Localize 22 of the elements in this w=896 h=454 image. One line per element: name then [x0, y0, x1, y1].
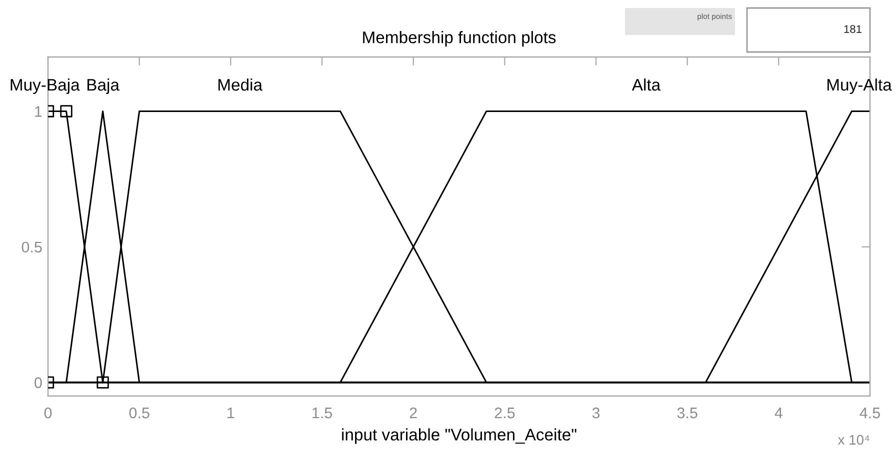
y-tick-label: 0.5: [22, 242, 42, 253]
y-tick-label: 1: [35, 106, 42, 117]
x-tick-label: 1: [228, 408, 234, 418]
series-label: Baja: [87, 78, 120, 94]
x-tick-label: 4: [774, 408, 782, 418]
x-tick-label: 4.5: [860, 408, 880, 418]
series-label: Muy-Baja: [10, 78, 80, 94]
x-tick-label: 3.5: [677, 408, 698, 418]
series-label: Media: [218, 78, 262, 91]
x-tick-label: 0.5: [129, 408, 150, 418]
series-label: Muy-Alta: [827, 78, 892, 94]
x-tick-label: 3: [592, 408, 600, 418]
chart-title: Membership function plots: [363, 31, 556, 47]
x-tick-label: 2.5: [494, 408, 515, 418]
x-tick-label: 1.5: [312, 408, 332, 418]
series-label: Alta: [632, 78, 661, 91]
text: x 10⁴: [838, 434, 870, 445]
text: 181: [844, 25, 862, 33]
x-tick-label: 0: [44, 408, 52, 418]
y-tick-label: 0: [34, 377, 42, 388]
x-axis-title: input variable "Volumen_Aceite": [342, 428, 576, 444]
x-tick-label: 2: [410, 408, 417, 418]
